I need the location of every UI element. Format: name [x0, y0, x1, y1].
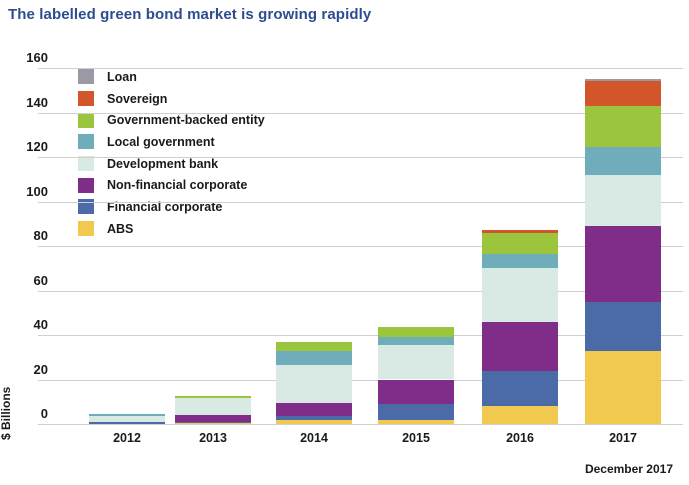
y-tick-label: 160 [26, 50, 48, 65]
bar-segment-2014-local-government [276, 350, 352, 366]
gridline-20 [38, 379, 683, 381]
gridline-0 [38, 424, 683, 425]
bar-segment-2013-development-bank [175, 398, 251, 416]
legend-label-development-bank: Development bank [107, 156, 219, 171]
bar-segment-2016-financial-corporate [482, 370, 558, 407]
gridline-40 [38, 335, 683, 336]
gridline-160 [38, 68, 683, 69]
y-tick-label: 60 [33, 272, 48, 288]
bar-segment-2014-government-backed-entity [276, 341, 352, 351]
bar-segment-2013-non-financial-corporate [175, 415, 251, 422]
y-tick-label: 100 [26, 183, 48, 199]
y-tick-label: 80 [33, 228, 48, 243]
legend-item-local-government: Local government [78, 131, 265, 153]
legend-swatch-government-backed-entity [78, 112, 94, 128]
bar-segment-2017-financial-corporate [585, 301, 661, 351]
bar-segment-2015-local-government [378, 337, 454, 345]
legend-item-financial-corporate: Financial corporate [78, 196, 265, 218]
legend-item-government-backed-entity: Government-backed entity [78, 109, 265, 131]
x-tick-label-2012: 2012 [113, 431, 141, 445]
bar-segment-2013-government-backed-entity [175, 396, 251, 399]
legend-label-sovereign: Sovereign [107, 91, 168, 106]
legend-label-financial-corporate: Financial corporate [107, 199, 223, 214]
bar-segment-2016-development-bank [482, 268, 558, 322]
legend-label-local-government: Local government [107, 134, 215, 149]
gridline-100 [38, 201, 683, 203]
legend-swatch-abs [78, 221, 94, 237]
x-tick-label-2014: 2014 [300, 431, 328, 445]
legend-swatch-development-bank [78, 156, 94, 172]
x-tick-label-2017: 2017 [609, 431, 637, 445]
legend-swatch-financial-corporate [78, 199, 94, 215]
bar-segment-2012-development-bank [89, 416, 165, 422]
bar-segment-2016-abs [482, 406, 558, 424]
legend-swatch-non-financial-corporate [78, 177, 94, 193]
bar-segment-2016-government-backed-entity [482, 232, 558, 254]
legend-swatch-loan [78, 69, 94, 85]
y-tick-label: 120 [26, 139, 48, 154]
legend-swatch-sovereign [78, 91, 94, 107]
y-tick-label: 20 [33, 361, 48, 377]
bar-segment-2017-loan [585, 79, 661, 82]
gridline-60 [38, 290, 683, 292]
bar-segment-2015-non-financial-corporate [378, 379, 454, 404]
bar-segment-2015-abs [378, 419, 454, 424]
legend-item-loan: Loan [78, 66, 265, 88]
x-tick-label-2015: 2015 [402, 431, 430, 445]
chart-title: The labelled green bond market is growin… [8, 6, 372, 23]
bar-segment-2012-financial-corporate [89, 421, 165, 424]
gridline-80 [38, 246, 683, 247]
legend-label-abs: ABS [107, 221, 134, 236]
gridline-120 [38, 157, 683, 158]
bar-segment-2017-non-financial-corporate [585, 225, 661, 302]
bar-segment-2015-financial-corporate [378, 403, 454, 420]
legend-swatch-local-government [78, 134, 94, 150]
footnote-date: December 2017 [584, 462, 673, 476]
legend: Loan Sovereign Government-backed entity Loc… [78, 66, 265, 240]
bar-segment-2016-local-government [482, 253, 558, 269]
bar-segment-2014-financial-corporate [276, 416, 352, 420]
bar-segment-2015-government-backed-entity [378, 327, 454, 338]
bar-segment-2014-development-bank [276, 365, 352, 403]
bar-segment-2017-government-backed-entity [585, 105, 661, 147]
bar-segment-2017-abs [585, 350, 661, 424]
legend-item-development-bank: Development bank [78, 153, 265, 175]
bar-segment-2012-local-government [89, 413, 165, 417]
bar-segment-2013-abs [175, 422, 251, 424]
legend-label-government-backed-entity: Government-backed entity [107, 113, 265, 128]
legend-label-loan: Loan [107, 69, 137, 84]
bar-segment-2017-local-government [585, 146, 661, 175]
bar-segment-2013-financial-corporate [175, 421, 251, 423]
x-tick-label-2013: 2013 [199, 431, 227, 445]
gridline-140 [38, 112, 683, 114]
bar-segment-2016-non-financial-corporate [482, 321, 558, 371]
bar-segment-2015-development-bank [378, 345, 454, 380]
bar-segment-2014-non-financial-corporate [276, 402, 352, 417]
x-tick-label-2016: 2016 [506, 431, 534, 445]
y-tick-label: 140 [26, 94, 48, 110]
y-tick-label: 0 [40, 406, 48, 421]
legend-item-sovereign: Sovereign [78, 88, 265, 110]
bar-segment-2017-development-bank [585, 174, 661, 226]
bar-segment-2017-sovereign [585, 81, 661, 106]
bar-segment-2016-sovereign [482, 230, 558, 233]
legend-item-non-financial-corporate: Non-financial corporate [78, 174, 265, 196]
legend-item-abs: ABS [78, 218, 265, 240]
bar-segment-2014-abs [276, 419, 352, 424]
y-tick-label: 40 [33, 317, 48, 332]
legend-label-non-financial-corporate: Non-financial corporate [107, 178, 248, 193]
